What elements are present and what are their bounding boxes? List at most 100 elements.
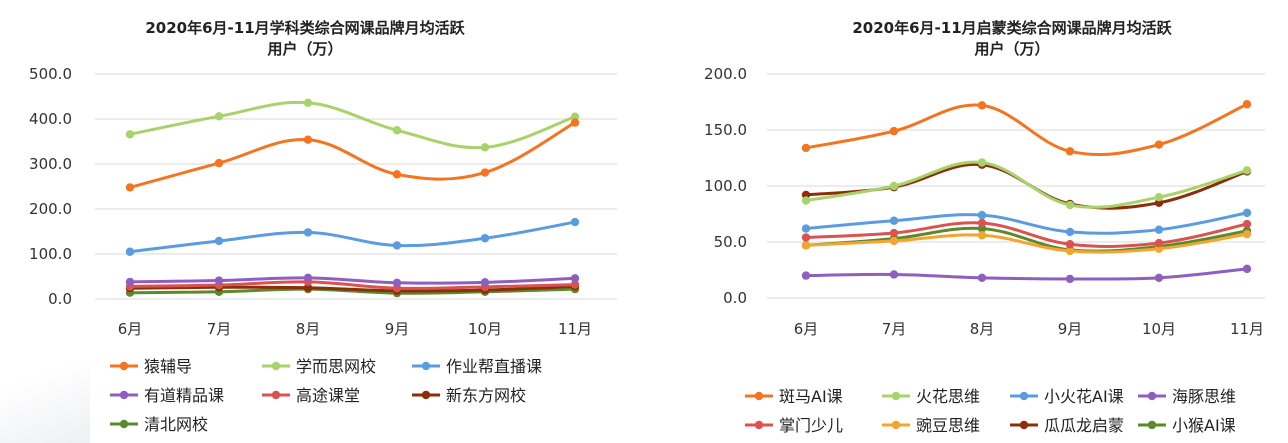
chart-2-series-4 (801, 264, 1252, 284)
chart-1-y-tick-label: 0.0 (48, 290, 72, 308)
legend-label: 火花思维 (916, 387, 980, 406)
legend-label: 掌门少儿 (779, 416, 843, 435)
legend-item: 作业帮直播课 (412, 357, 542, 376)
chart-2-data-point (889, 236, 899, 246)
chart-2-data-point (1242, 100, 1252, 109)
legend-item: 有道精品课 (110, 386, 224, 405)
chart-1-data-point (570, 280, 580, 289)
legend-item: 新东方网校 (412, 386, 526, 405)
chart-2-series-line (804, 226, 1249, 253)
chart-1-data-point (480, 168, 490, 177)
chart-2-data-point (1154, 140, 1164, 149)
chart-2-x-tick-label: 8月 (970, 320, 995, 338)
chart-2-series-line (804, 102, 1249, 157)
legend-swatch-marker (1019, 391, 1029, 401)
legend-swatch-marker (119, 390, 129, 400)
chart-2-data-point (1154, 193, 1164, 202)
chart-2-series-line (804, 267, 1249, 281)
chart-2-data-point (1154, 238, 1164, 248)
chart-2-series-6 (801, 229, 1252, 256)
legend-label: 瓜瓜龙启蒙 (1044, 416, 1124, 435)
chart-2-series-line (804, 211, 1249, 235)
legend-swatch-marker (271, 361, 281, 371)
chart-2-data-point (801, 271, 811, 280)
legend-swatch-marker (754, 420, 764, 430)
chart-1-data-point (125, 183, 135, 192)
chart-2-x-tick-label: 9月 (1058, 320, 1083, 338)
chart-2-data-point (1065, 227, 1075, 237)
chart-1-series-2 (125, 98, 580, 152)
legend-label: 作业帮直播课 (446, 357, 542, 376)
legend-label: 学而思网校 (296, 357, 376, 376)
chart-2-data-point (889, 181, 899, 191)
legend-item: 瓜瓜龙启蒙 (1010, 416, 1124, 435)
chart-1-series-1 (125, 118, 580, 192)
chart-2-data-point (1065, 147, 1075, 156)
chart-1-series-line (128, 121, 577, 189)
chart-1-data-point (392, 170, 402, 179)
legend-label: 清北网校 (144, 415, 208, 434)
legend-item: 火花思维 (882, 387, 980, 406)
chart-1-data-point (125, 277, 135, 287)
chart-2-data-point (977, 218, 987, 228)
legend-swatch-marker (119, 419, 129, 429)
chart-2-data-point (1242, 219, 1252, 229)
chart-2-data-point (889, 270, 899, 279)
legend-swatch-marker (271, 390, 281, 400)
chart-2-data-point (801, 143, 811, 153)
legend-item: 高途课堂 (262, 386, 360, 405)
chart-2-data-point (889, 126, 899, 136)
chart-1-data-point (303, 135, 313, 144)
chart-1-data-point (570, 217, 580, 227)
legend-label: 海豚思维 (1172, 387, 1236, 406)
chart-2-x-tick-label: 10月 (1142, 320, 1176, 338)
chart-2-data-point (1242, 166, 1252, 175)
legend-label: 小火花AI课 (1044, 387, 1124, 406)
chart-1-series-line (128, 276, 577, 285)
chart-2-data-point (889, 228, 899, 238)
chart-1-x-tick-label: 9月 (385, 320, 410, 338)
legend-swatch-marker (891, 420, 901, 430)
chart-2-data-point (1065, 200, 1075, 210)
legend-label: 新东方网校 (446, 386, 526, 405)
chart-2-y-tick-label: 0.0 (723, 289, 747, 307)
chart-1-data-point (570, 118, 580, 127)
chart-2-series-5 (801, 218, 1252, 249)
legend-swatch-marker (754, 391, 764, 401)
chart-1-y-tick-label: 200.0 (29, 200, 72, 218)
chart-2-y-tick-label: 200.0 (704, 65, 747, 83)
legend-swatch-marker (1147, 420, 1157, 430)
chart-2-data-point (1154, 273, 1164, 283)
chart-2-data-point (977, 101, 987, 110)
chart-1-data-point (480, 143, 490, 152)
chart-1-series-4 (125, 273, 580, 287)
chart-1-series-line (128, 220, 577, 254)
chart-1-data-point (480, 278, 490, 287)
chart-1-title-line-1: 2020年6月-11月学科类综合网课品牌月均活跃 (145, 19, 465, 37)
legend-item: 斑马AI课 (745, 387, 843, 406)
chart-1-y-tick-label: 400.0 (29, 110, 72, 128)
chart-2-x-tick-label: 6月 (794, 320, 819, 338)
legend-item: 小火花AI课 (1010, 387, 1124, 406)
chart-2-data-point (1242, 229, 1252, 239)
chart-2-series-2 (801, 158, 1252, 210)
chart-2-data-point (801, 196, 811, 205)
chart-1-data-point (392, 278, 402, 287)
chart-2-title-line-1: 2020年6月-11月启蒙类综合网课品牌月均活跃 (852, 19, 1172, 37)
legend-swatch-marker (119, 361, 129, 371)
chart-2-x-tick-label: 7月 (882, 320, 907, 338)
legend-swatch-marker (421, 361, 431, 371)
chart-2-series-3 (801, 208, 1252, 237)
chart-2-x-tick-label: 11月 (1230, 320, 1264, 338)
chart-1-data-point (214, 276, 224, 285)
chart-1-x-tick-label: 6月 (118, 320, 143, 338)
chart-1-series-3 (125, 217, 580, 256)
chart-1-data-point (214, 112, 224, 121)
chart-2-y-tick-label: 100.0 (704, 177, 747, 195)
chart-1-title-line-2: 用户（万） (267, 40, 342, 58)
chart-1-x-tick-label: 7月 (207, 320, 232, 338)
legend-item: 小猴AI课 (1138, 416, 1236, 435)
